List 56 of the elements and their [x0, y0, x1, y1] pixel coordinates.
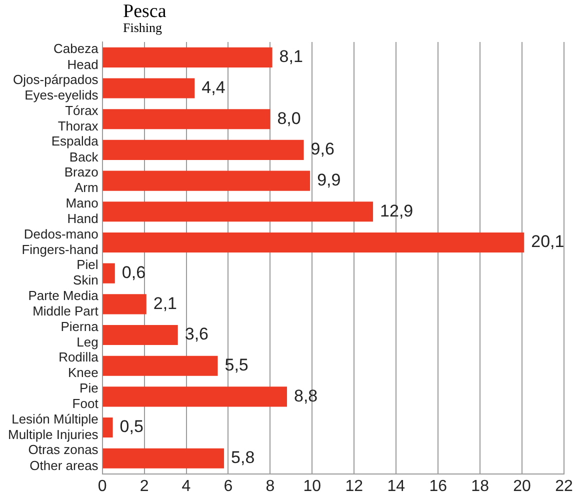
- y-tick-label: Ojos-párpados Eyes-eyelids: [13, 72, 99, 103]
- bar: [102, 140, 304, 160]
- bar: [102, 448, 224, 468]
- x-tick-label: 14: [387, 478, 406, 495]
- data-label: 4,4: [202, 78, 226, 97]
- x-tick-label: 12: [345, 478, 364, 495]
- y-tick-label: Cabeza Head: [54, 41, 100, 72]
- bar: [102, 47, 272, 68]
- data-label: 8,1: [279, 47, 303, 66]
- y-tick-label: Piel Skin: [73, 257, 98, 288]
- y-tick-label: Lesión Múltiple Multiple Injuries: [8, 411, 99, 442]
- y-tick-label: Tórax Thorax: [58, 102, 99, 134]
- data-label: 0,5: [120, 417, 144, 436]
- data-label: 20,1: [531, 232, 564, 252]
- y-tick-label: Brazo Arm: [64, 164, 98, 196]
- data-label: 12,9: [380, 201, 414, 220]
- data-label: 5,8: [231, 448, 255, 468]
- x-tick-label: 10: [303, 478, 322, 495]
- bar: [102, 109, 270, 130]
- data-label: 8,8: [294, 386, 318, 406]
- y-tick-label: Espalda Back: [51, 134, 100, 164]
- bar: [102, 232, 524, 253]
- bar: [102, 386, 287, 407]
- x-tick-label: 6: [224, 478, 233, 495]
- bar: [102, 356, 218, 376]
- chart-title: Pesca: [123, 1, 166, 22]
- bar: [102, 202, 374, 222]
- x-tick-label: 20: [513, 478, 532, 495]
- y-tick-label: Otras zonas Other areas: [28, 442, 99, 473]
- y-tick-label: Pie Foot: [72, 380, 99, 412]
- y-tick-label: Pierna Leg: [60, 318, 100, 350]
- chart-subtitle: Fishing: [123, 20, 164, 35]
- x-tick-label: 16: [429, 478, 448, 495]
- bar: [102, 263, 115, 284]
- bar: [102, 170, 310, 191]
- bar: [102, 324, 178, 346]
- y-tick-label: Mano Hand: [66, 195, 98, 226]
- data-label: 0,6: [122, 263, 146, 282]
- data-label: 8,0: [277, 108, 301, 128]
- data-label: 3,6: [184, 324, 209, 344]
- y-tick-label: Dedos-mano Fingers-hand: [22, 226, 98, 257]
- data-label: 9,9: [317, 170, 341, 190]
- bar: [102, 294, 146, 314]
- x-tick-label: 8: [266, 478, 275, 495]
- data-label: 2,1: [153, 294, 178, 313]
- x-tick-label: 2: [140, 478, 149, 495]
- data-label: 9,6: [310, 140, 334, 159]
- bar: [102, 418, 113, 438]
- bar: [102, 78, 195, 98]
- x-tick-label: 4: [182, 478, 191, 495]
- x-tick-label: 0: [98, 478, 107, 495]
- data-label: 5,5: [224, 356, 248, 375]
- x-tick-label: 18: [471, 478, 490, 495]
- y-tick-label: Parte Media Middle Part: [28, 288, 100, 319]
- y-tick-label: Rodilla Knee: [58, 350, 100, 380]
- x-tick-label: 22: [555, 478, 573, 495]
